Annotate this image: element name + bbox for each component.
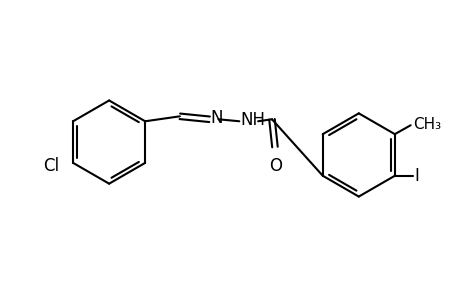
Text: N: N xyxy=(210,109,223,127)
Text: I: I xyxy=(414,167,419,185)
Text: O: O xyxy=(269,157,282,175)
Text: CH₃: CH₃ xyxy=(412,117,440,132)
Text: Cl: Cl xyxy=(43,157,59,175)
Text: NH: NH xyxy=(240,111,265,129)
